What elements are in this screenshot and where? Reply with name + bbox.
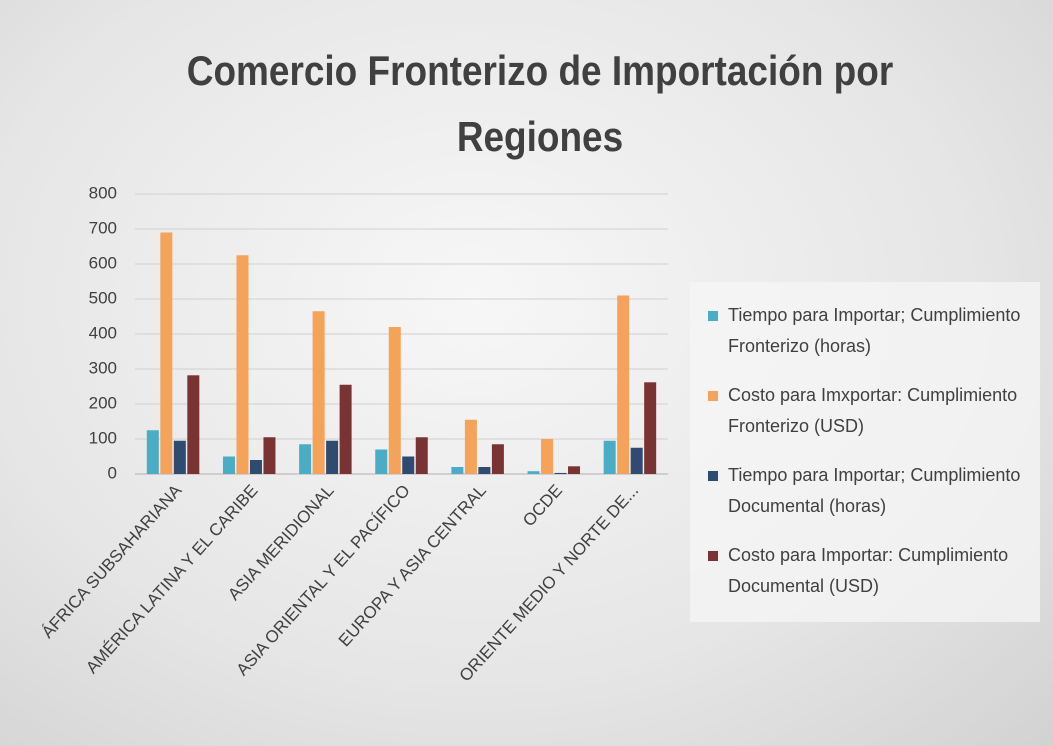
bar [388,327,401,474]
bar [478,467,491,474]
x-tick-label: ÁFRICA SUBSAHARIANA [38,480,186,641]
bar [527,471,540,474]
bar [617,295,630,474]
legend-label: Costo para Imxportar: Cumplimiento Front… [728,385,1018,436]
legend-item: Tiempo para Importar; Cumplimiento Docum… [700,460,1028,522]
y-tick-label: 300 [89,358,117,377]
legend-label: Costo para Importar: Cumplimiento Docume… [728,545,1009,596]
bar [451,467,464,474]
legend-swatch [708,551,718,561]
y-tick-label: 800 [89,183,117,202]
y-tick-label: 600 [89,253,117,272]
y-tick-label: 0 [108,463,117,482]
bar [263,437,276,474]
y-tick-label: 500 [89,288,117,307]
bar [312,311,325,474]
bar [402,456,415,474]
bar [222,456,235,474]
legend-swatch [708,311,718,321]
bar [568,466,581,474]
bar [541,439,554,474]
legend: Tiempo para Importar; Cumplimiento Front… [690,282,1040,622]
bar [146,430,159,474]
bar [491,444,504,474]
legend-swatch [708,391,718,401]
bar [375,449,388,474]
bar [236,255,249,474]
legend-label: Tiempo para Importar; Cumplimiento Docum… [728,465,1021,516]
bar [326,440,339,474]
legend-item: Costo para Imxportar: Cumplimiento Front… [700,380,1028,442]
bar [644,382,657,474]
bar [160,232,173,474]
legend-item: Tiempo para Importar; Cumplimiento Front… [700,300,1028,362]
legend-swatch [708,471,718,481]
y-tick-label: 400 [89,323,117,342]
x-tick-label: EUROPA Y ASIA CENTRAL [335,481,490,650]
bar [630,447,643,474]
legend-label: Tiempo para Importar; Cumplimiento Front… [728,305,1021,356]
x-tick-label: OCDE [519,481,566,530]
legend-item: Costo para Importar: Cumplimiento Docume… [700,540,1028,602]
bar [249,460,262,474]
bar [299,444,312,474]
bar [415,437,428,474]
bar [464,419,477,474]
y-tick-label: 200 [89,393,117,412]
bar [187,375,200,474]
chart-title: Comercio Fronterizo de Importación por R… [186,47,894,160]
y-tick-label: 100 [89,428,117,447]
y-tick-label: 700 [89,218,117,237]
bar [554,472,567,474]
bar [339,384,352,474]
bar [173,440,186,474]
bar [603,440,616,474]
